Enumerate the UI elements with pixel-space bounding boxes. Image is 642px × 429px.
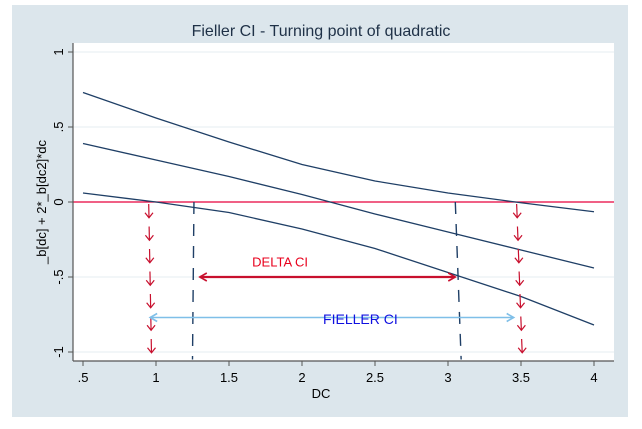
arrow-head	[144, 234, 154, 242]
dashed-ci-bound	[191, 201, 195, 360]
x-tick-label: 3.5	[512, 370, 530, 385]
arrow-head	[516, 302, 526, 309]
arrow-head	[517, 347, 527, 354]
x-axis-label: DC	[312, 386, 331, 401]
x-tick-label: 4	[590, 370, 597, 385]
arrow-head	[146, 302, 156, 309]
y-tick-label: -.5	[51, 269, 66, 284]
arrow-head	[506, 312, 516, 323]
arrow-head	[515, 279, 525, 287]
arrow-head	[144, 212, 154, 219]
x-tick-label: 2	[298, 370, 305, 385]
y-axis-label: _b[dc] + 2*_b[dc2]*dc	[34, 140, 49, 265]
series-line	[82, 142, 595, 269]
x-tick-label: 2.5	[366, 370, 384, 385]
arrow-head	[146, 324, 156, 332]
x-tick-label: .5	[78, 370, 89, 385]
arrow-head	[512, 212, 522, 219]
dashed-ci-bound	[454, 201, 462, 360]
dashed-arrow-segment	[517, 248, 520, 263]
y-tick-label: 1	[51, 48, 66, 55]
delta-ci-label: DELTA CI	[252, 255, 308, 270]
x-tick-label: 1.5	[220, 370, 238, 385]
x-tick-label: 3	[444, 370, 451, 385]
arrow-head	[514, 257, 524, 264]
dashed-arrow-segment	[520, 316, 522, 331]
arrow-head	[516, 324, 526, 332]
series-line	[82, 192, 595, 326]
y-tick-label: -1	[51, 346, 66, 358]
dashed-arrow-segment	[516, 203, 518, 218]
arrow-head	[447, 272, 457, 282]
arrow-head	[145, 257, 155, 264]
arrow-head	[198, 272, 208, 282]
y-tick-label: .5	[51, 122, 66, 133]
arrow-head	[513, 234, 523, 242]
x-tick-label: 1	[152, 370, 159, 385]
dashed-arrow-segment	[521, 338, 523, 353]
arrow-head	[148, 312, 158, 323]
dashed-arrow-segment	[519, 293, 522, 308]
dashed-arrow-segment	[516, 226, 519, 241]
dashed-arrow-segment	[518, 271, 521, 286]
y-tick-label: 0	[51, 198, 66, 205]
chart-title: Fieller CI - Turning point of quadratic	[192, 23, 451, 40]
series-line	[82, 91, 595, 213]
fieller-ci-label: FIELLER CI	[323, 311, 398, 327]
arrow-head	[145, 279, 155, 287]
arrow-head	[147, 347, 156, 354]
